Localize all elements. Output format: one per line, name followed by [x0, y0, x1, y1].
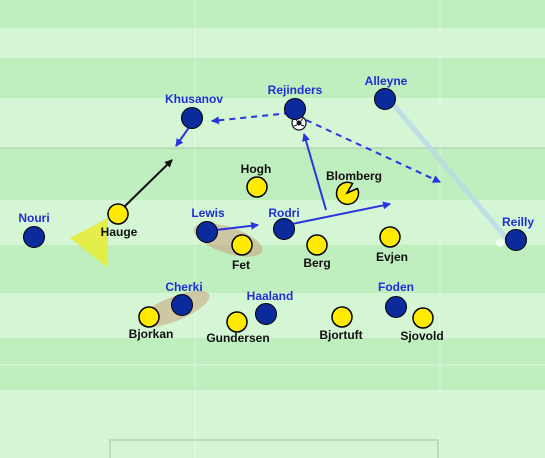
- player-name: Fet: [232, 258, 250, 272]
- player-name: Bjortuft: [319, 328, 362, 342]
- player-name: Reilly: [502, 215, 534, 229]
- player-name: Haaland: [247, 289, 294, 303]
- player-gundersen: Gundersen: [206, 311, 270, 345]
- run-khusanov: [175, 125, 191, 147]
- player-khusanov: Khusanov: [165, 92, 223, 129]
- pass-rejinders-to-wing: [305, 119, 441, 183]
- player-name: Foden: [378, 280, 414, 294]
- run-lewis: [215, 221, 259, 231]
- player-name: Sjovold: [400, 329, 443, 343]
- player-name: Nouri: [18, 211, 49, 225]
- player-name: Rodri: [268, 206, 299, 220]
- player-name: Cherki: [165, 280, 202, 294]
- player-fet: Fet: [231, 234, 253, 272]
- movement-arrows: [122, 112, 441, 231]
- press-hauge: [122, 159, 173, 209]
- player-nouri: Nouri: [18, 211, 50, 248]
- yellow-team: Hogh Blomberg Hauge Fet Berg Evjen Bjork…: [101, 162, 444, 345]
- player-name: Khusanov: [165, 92, 223, 106]
- player-name: Hogh: [241, 162, 272, 176]
- pass-rejinders-to-khusanov: [211, 112, 291, 125]
- ghost-ball-icon: [496, 239, 504, 247]
- player-name: Alleyne: [365, 74, 408, 88]
- blomberg-pacman-icon: [335, 181, 360, 206]
- run-rodri-to-rejinders: [302, 133, 327, 211]
- player-rejinders: Rejinders: [268, 83, 323, 120]
- player-name: Hauge: [101, 225, 138, 239]
- player-name: Evjen: [376, 250, 408, 264]
- player-foden: Foden: [378, 280, 414, 318]
- player-evjen: Evjen: [376, 226, 408, 264]
- blue-team: Khusanov Rejinders Alleyne Nouri Lewis R…: [18, 74, 534, 325]
- run-rodri-forward: [291, 201, 391, 225]
- player-bjortuft: Bjortuft: [319, 306, 363, 342]
- player-cherki: Cherki: [165, 280, 203, 316]
- player-hauge: Hauge: [101, 203, 138, 239]
- player-blomberg: Blomberg: [326, 169, 382, 206]
- player-sjovold: Sjovold: [400, 307, 444, 343]
- player-name: Bjorkan: [129, 327, 174, 341]
- player-name: Gundersen: [206, 331, 269, 345]
- player-alleyne: Alleyne: [365, 74, 408, 110]
- player-haaland: Haaland: [247, 289, 294, 325]
- pressing-cone: [70, 218, 108, 268]
- player-berg: Berg: [303, 234, 331, 270]
- player-reilly: Reilly: [502, 215, 534, 251]
- player-name: Blomberg: [326, 169, 382, 183]
- player-hogh: Hogh: [241, 162, 272, 198]
- player-name: Rejinders: [268, 83, 323, 97]
- player-name: Lewis: [191, 206, 225, 220]
- alleyne-lane: [390, 101, 510, 242]
- player-lewis: Lewis: [191, 206, 225, 243]
- player-bjorkan: Bjorkan: [129, 306, 174, 341]
- player-rodri: Rodri: [268, 206, 300, 240]
- player-name: Berg: [303, 256, 330, 270]
